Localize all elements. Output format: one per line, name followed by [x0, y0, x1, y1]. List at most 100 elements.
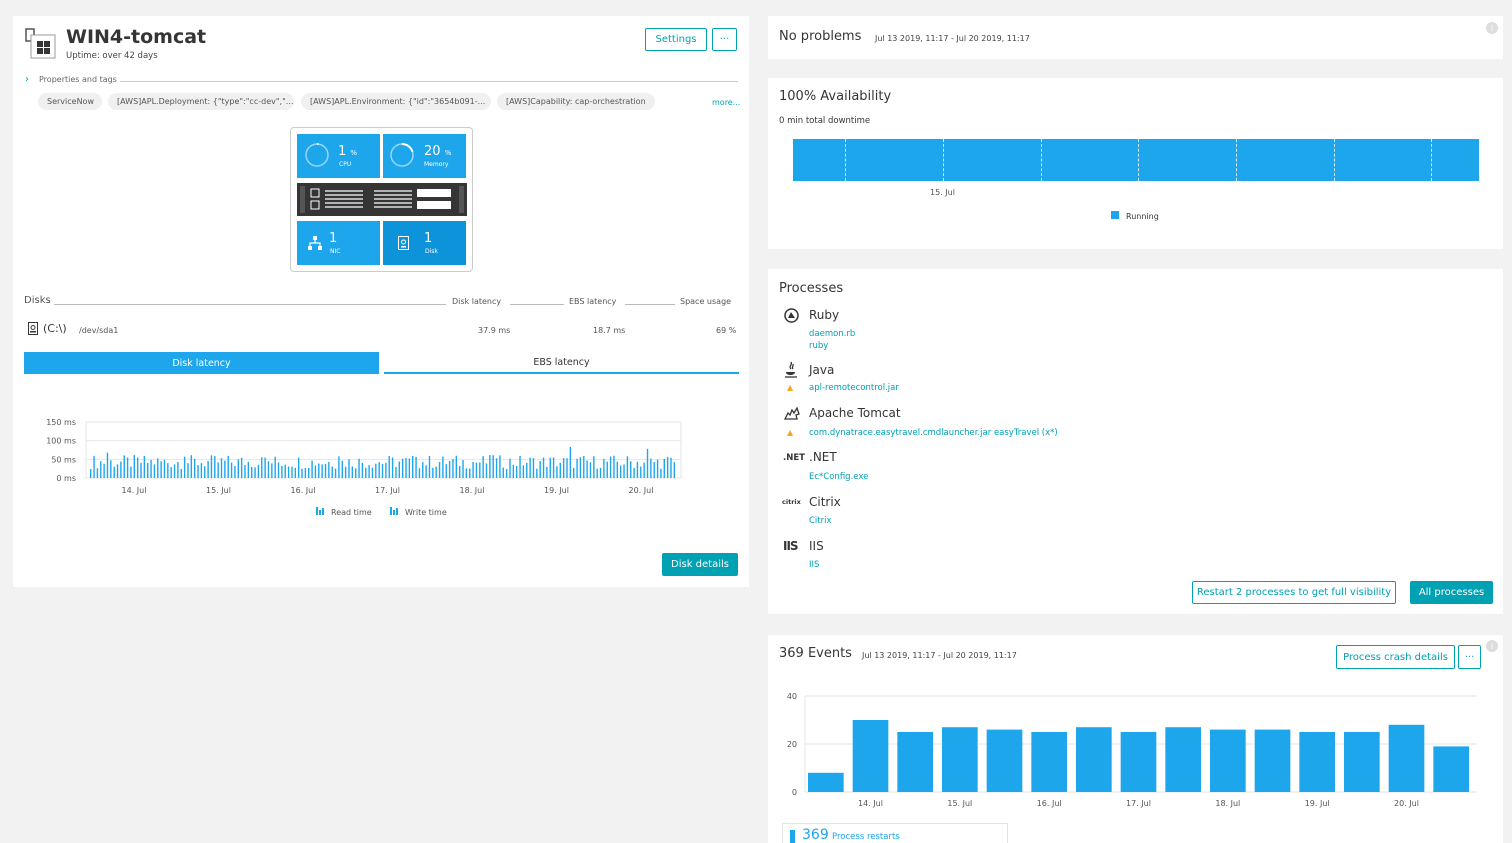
process-link[interactable]: IIS	[809, 560, 820, 570]
events-x-tick: 19. Jul	[1305, 799, 1330, 808]
tag-chip[interactable]: ServiceNow	[38, 93, 102, 110]
disk-chart-bar	[217, 462, 219, 478]
events-bar[interactable]	[1165, 727, 1201, 792]
disk-tile[interactable]: 1 Disk	[383, 221, 466, 265]
disk-chart-legend-item[interactable]: Read time	[316, 507, 372, 517]
properties-toggle[interactable]: Properties and tags	[39, 75, 117, 84]
disk-chart-bar	[150, 459, 152, 478]
disk-chart-bar	[549, 457, 551, 478]
disk-row[interactable]: (C:\) /dev/sda1 37.9 ms 18.7 ms 69 %	[24, 318, 739, 342]
events-summary[interactable]: 369 Process restarts	[782, 823, 1008, 843]
warning-icon: ▲	[787, 428, 794, 437]
disk-chart-bar	[281, 465, 283, 478]
disk-chart-bar	[388, 456, 390, 478]
legend-running[interactable]: Running	[1126, 212, 1159, 221]
disk-chart-bar	[492, 455, 494, 478]
tab-ebs-latency[interactable]: EBS latency	[384, 352, 739, 374]
process-link[interactable]: apl-remotecontrol.jar	[809, 383, 899, 393]
disk-chart-bar	[163, 459, 166, 478]
disk-chart-bar	[93, 456, 95, 478]
disk-chart-bar	[482, 456, 484, 478]
events-bar[interactable]	[808, 772, 844, 792]
events-title[interactable]: 369 Events	[779, 646, 852, 661]
nic-tile[interactable]: 1 NIC	[297, 221, 380, 265]
disk-chart-bar	[640, 466, 642, 478]
availability-bar[interactable]	[793, 139, 1479, 181]
tab-disk-latency[interactable]: Disk latency	[24, 352, 379, 374]
events-bar[interactable]	[1344, 732, 1380, 792]
processes-title[interactable]: Processes	[779, 281, 844, 296]
process-name[interactable]: Apache Tomcat	[809, 406, 901, 420]
ruby-icon	[784, 308, 799, 323]
disk-chart-bar	[539, 461, 541, 478]
disk-chart-bar	[381, 463, 384, 478]
process-link[interactable]: daemon.rb	[809, 329, 856, 339]
col-ebs-latency[interactable]: EBS latency	[569, 297, 617, 306]
properties-chevron-icon[interactable]: ›	[25, 74, 29, 85]
disk-chart-bar	[140, 462, 142, 478]
memory-tile[interactable]: 20 % Memory	[383, 134, 466, 178]
events-more-button[interactable]: ···	[1458, 645, 1481, 669]
disk-chart-bar	[663, 458, 665, 478]
events-bar[interactable]	[852, 720, 889, 792]
events-bar[interactable]	[897, 732, 933, 792]
availability-title[interactable]: 100% Availability	[779, 89, 892, 104]
process-link[interactable]: com.dynatrace.easytravel.cmdlauncher.jar…	[809, 428, 1058, 438]
problems-range: Jul 13 2019, 11:17 - Jul 20 2019, 11:17	[875, 34, 1030, 43]
problems-title[interactable]: No problems	[779, 29, 862, 44]
info-icon[interactable]: i	[1486, 22, 1498, 34]
events-bar[interactable]	[1388, 724, 1425, 792]
process-name[interactable]: .NET	[809, 450, 837, 464]
restart-processes-button[interactable]: Restart 2 processes to get full visibili…	[1192, 581, 1396, 604]
process-link[interactable]: Citrix	[809, 516, 832, 526]
disk-chart-bar	[237, 459, 239, 478]
tag-chip[interactable]: [AWS]Capability: cap-orchestration	[497, 93, 655, 110]
drive-icon	[28, 322, 38, 335]
process-name[interactable]: IIS	[809, 539, 824, 553]
host-more-button[interactable]: ···	[712, 28, 737, 51]
settings-button[interactable]: Settings	[645, 28, 707, 51]
events-bar[interactable]	[1433, 746, 1469, 792]
events-bar-chart: 40 20 0 14. Jul 15. Jul 16. Jul 17. Jul 18. Jul…	[787, 692, 1477, 808]
process-name[interactable]: Citrix	[809, 495, 841, 509]
events-x-tick: 15. Jul	[947, 799, 972, 808]
disk-chart-bar	[616, 461, 619, 478]
events-bar[interactable]	[1299, 732, 1335, 792]
disk-chart-legend-item[interactable]: Write time	[390, 507, 447, 517]
disk-chart-bar	[267, 461, 270, 478]
disk-chart-bar	[368, 465, 370, 478]
events-bar[interactable]	[986, 729, 1023, 792]
disk-chart-bar	[502, 467, 504, 478]
all-processes-button[interactable]: All processes	[1410, 581, 1493, 604]
info-icon[interactable]: i	[1486, 640, 1498, 652]
events-bar[interactable]	[1254, 729, 1291, 792]
col-space-usage[interactable]: Space usage	[680, 297, 732, 306]
process-link[interactable]: ruby	[809, 341, 829, 351]
disk-chart-bar	[271, 463, 273, 478]
events-bar[interactable]	[942, 727, 978, 792]
disk-chart-bar	[489, 455, 491, 478]
cpu-tile[interactable]: 1 % CPU	[297, 134, 380, 178]
events-bar[interactable]	[1076, 727, 1112, 792]
disk-chart-bar	[579, 457, 582, 478]
tag-chip[interactable]: [AWS]APL.Deployment: {"type":"cc-dev",".…	[108, 93, 294, 110]
process-name[interactable]: Java	[809, 363, 835, 377]
process-link[interactable]: Ec*Config.exe	[809, 472, 869, 482]
events-bar[interactable]	[1031, 732, 1067, 792]
process-name[interactable]: Ruby	[809, 308, 840, 322]
disk-chart-bar	[338, 456, 340, 478]
disk-chart-bar	[512, 464, 515, 478]
citrix-icon: citrix	[782, 498, 801, 506]
disk-chart-bar	[277, 462, 280, 478]
process-crash-details-button[interactable]: Process crash details	[1336, 645, 1455, 669]
col-disk-latency[interactable]: Disk latency	[452, 297, 502, 306]
disk-chart-bar	[287, 466, 290, 478]
disk-chart-bar	[398, 461, 400, 478]
tag-chip[interactable]: [AWS]APL.Environment: {"id":"3654b091-..…	[301, 93, 491, 110]
processes-card	[768, 269, 1503, 614]
tags-more-link[interactable]: more...	[712, 98, 741, 107]
disk-chart-bar	[643, 462, 645, 478]
events-bar[interactable]	[1120, 732, 1157, 792]
events-bar[interactable]	[1210, 729, 1246, 792]
disk-details-button[interactable]: Disk details	[662, 553, 738, 576]
